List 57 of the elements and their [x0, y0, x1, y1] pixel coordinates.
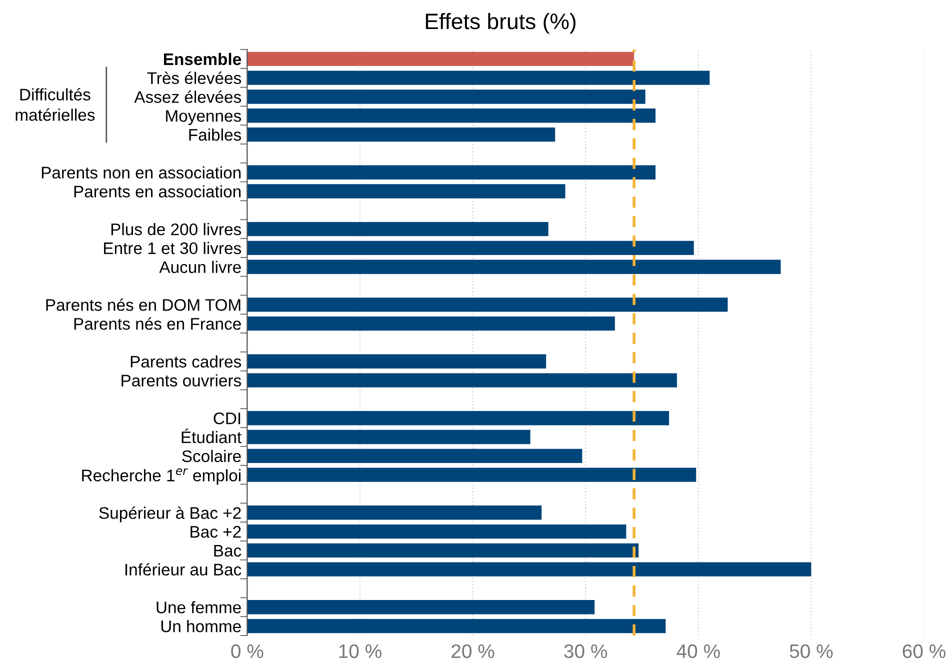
y-tick-label: Entre 1 et 30 livres	[104, 242, 242, 254]
bar	[247, 524, 626, 539]
y-tick-label: Supérieur à Bac +2	[99, 506, 241, 522]
y-tick-label: Bac	[214, 545, 242, 557]
bar	[247, 127, 556, 142]
y-tick-label: Un homme	[161, 620, 241, 632]
bar	[247, 165, 656, 180]
bar	[247, 298, 728, 312]
bar	[247, 543, 639, 558]
y-tick-label: Très élevées	[147, 72, 242, 84]
bar	[247, 448, 582, 463]
y-tick-label: Aucun livre	[159, 260, 241, 274]
bar	[247, 468, 696, 482]
bar	[247, 354, 546, 368]
y-tick-label: CDI	[214, 412, 240, 424]
y-tick-label: Moyennes	[166, 110, 242, 126]
bar	[247, 562, 812, 576]
bar	[247, 600, 595, 614]
bar	[247, 411, 670, 426]
y-tick-label: Plus de 200 livres	[111, 223, 242, 236]
x-tick-label: 40 %	[676, 644, 720, 658]
bar	[247, 260, 781, 274]
bar	[247, 618, 666, 634]
y-tick-label: Faibles	[189, 128, 242, 141]
y-tick-label: Parents nés en DOM TOM	[46, 298, 240, 311]
bar	[247, 316, 615, 331]
y-tick-label: Recherche 1$^{er}$ emploi	[82, 468, 240, 485]
y-tick-label: Scolaire	[182, 450, 241, 462]
x-tick-label: 50 %	[790, 644, 833, 658]
y-tick-label: Parents ouvriers	[122, 374, 242, 386]
bar	[247, 222, 548, 236]
y-tick-label: Une femme	[156, 601, 241, 614]
x-tick-label: 30 %	[564, 644, 608, 658]
bar	[247, 184, 566, 198]
bar	[247, 90, 646, 104]
y-tick-label: Assez élevées	[134, 90, 242, 103]
y-tick-label: Parents nés en France	[74, 317, 241, 330]
x-tick-label: 20 %	[452, 644, 494, 658]
chart-title: Effets bruts (%)	[426, 12, 576, 34]
y-tick-label: Parents en association	[74, 185, 241, 198]
bar	[247, 373, 677, 388]
bar	[247, 240, 694, 256]
bar	[247, 108, 656, 123]
y-tick-label: Parents cadres	[130, 355, 242, 368]
x-tick-label: 0 %	[231, 644, 264, 658]
text: Difficultés matérielles	[16, 88, 95, 121]
y-tick-label: Parents non en association	[42, 166, 241, 179]
x-tick-label: 60 %	[902, 644, 946, 658]
y-tick-label: Ensemble	[164, 52, 242, 66]
y-tick-label: Étudiant	[182, 428, 242, 444]
bar	[247, 506, 542, 520]
bar	[247, 430, 530, 444]
y-tick-label: Bac +2	[190, 526, 241, 538]
bar	[247, 52, 634, 66]
bar	[247, 70, 710, 85]
x-tick-label: 10 %	[339, 644, 382, 658]
y-tick-label: Inférieur au Bac	[126, 563, 242, 576]
